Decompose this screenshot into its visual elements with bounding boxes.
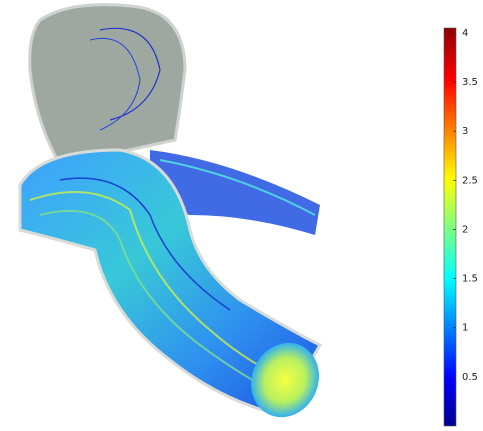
tick-label: 1 bbox=[462, 323, 468, 334]
tick-label: 1.5 bbox=[462, 274, 478, 285]
tick-label: 3.5 bbox=[462, 77, 478, 88]
tick-label: 2 bbox=[462, 224, 468, 235]
colorbar: 0.5 1 1.5 2 2.5 3 3.5 4 bbox=[444, 28, 478, 426]
tick-label: 0.5 bbox=[462, 372, 478, 383]
tick-label: 3 bbox=[462, 126, 468, 137]
screenshot: 0.5 1 1.5 2 2.5 3 3.5 4 bbox=[0, 0, 483, 431]
colorbar-gradient bbox=[444, 28, 456, 426]
tick-label: 4 bbox=[462, 28, 468, 39]
tick-label: 2.5 bbox=[462, 175, 478, 186]
